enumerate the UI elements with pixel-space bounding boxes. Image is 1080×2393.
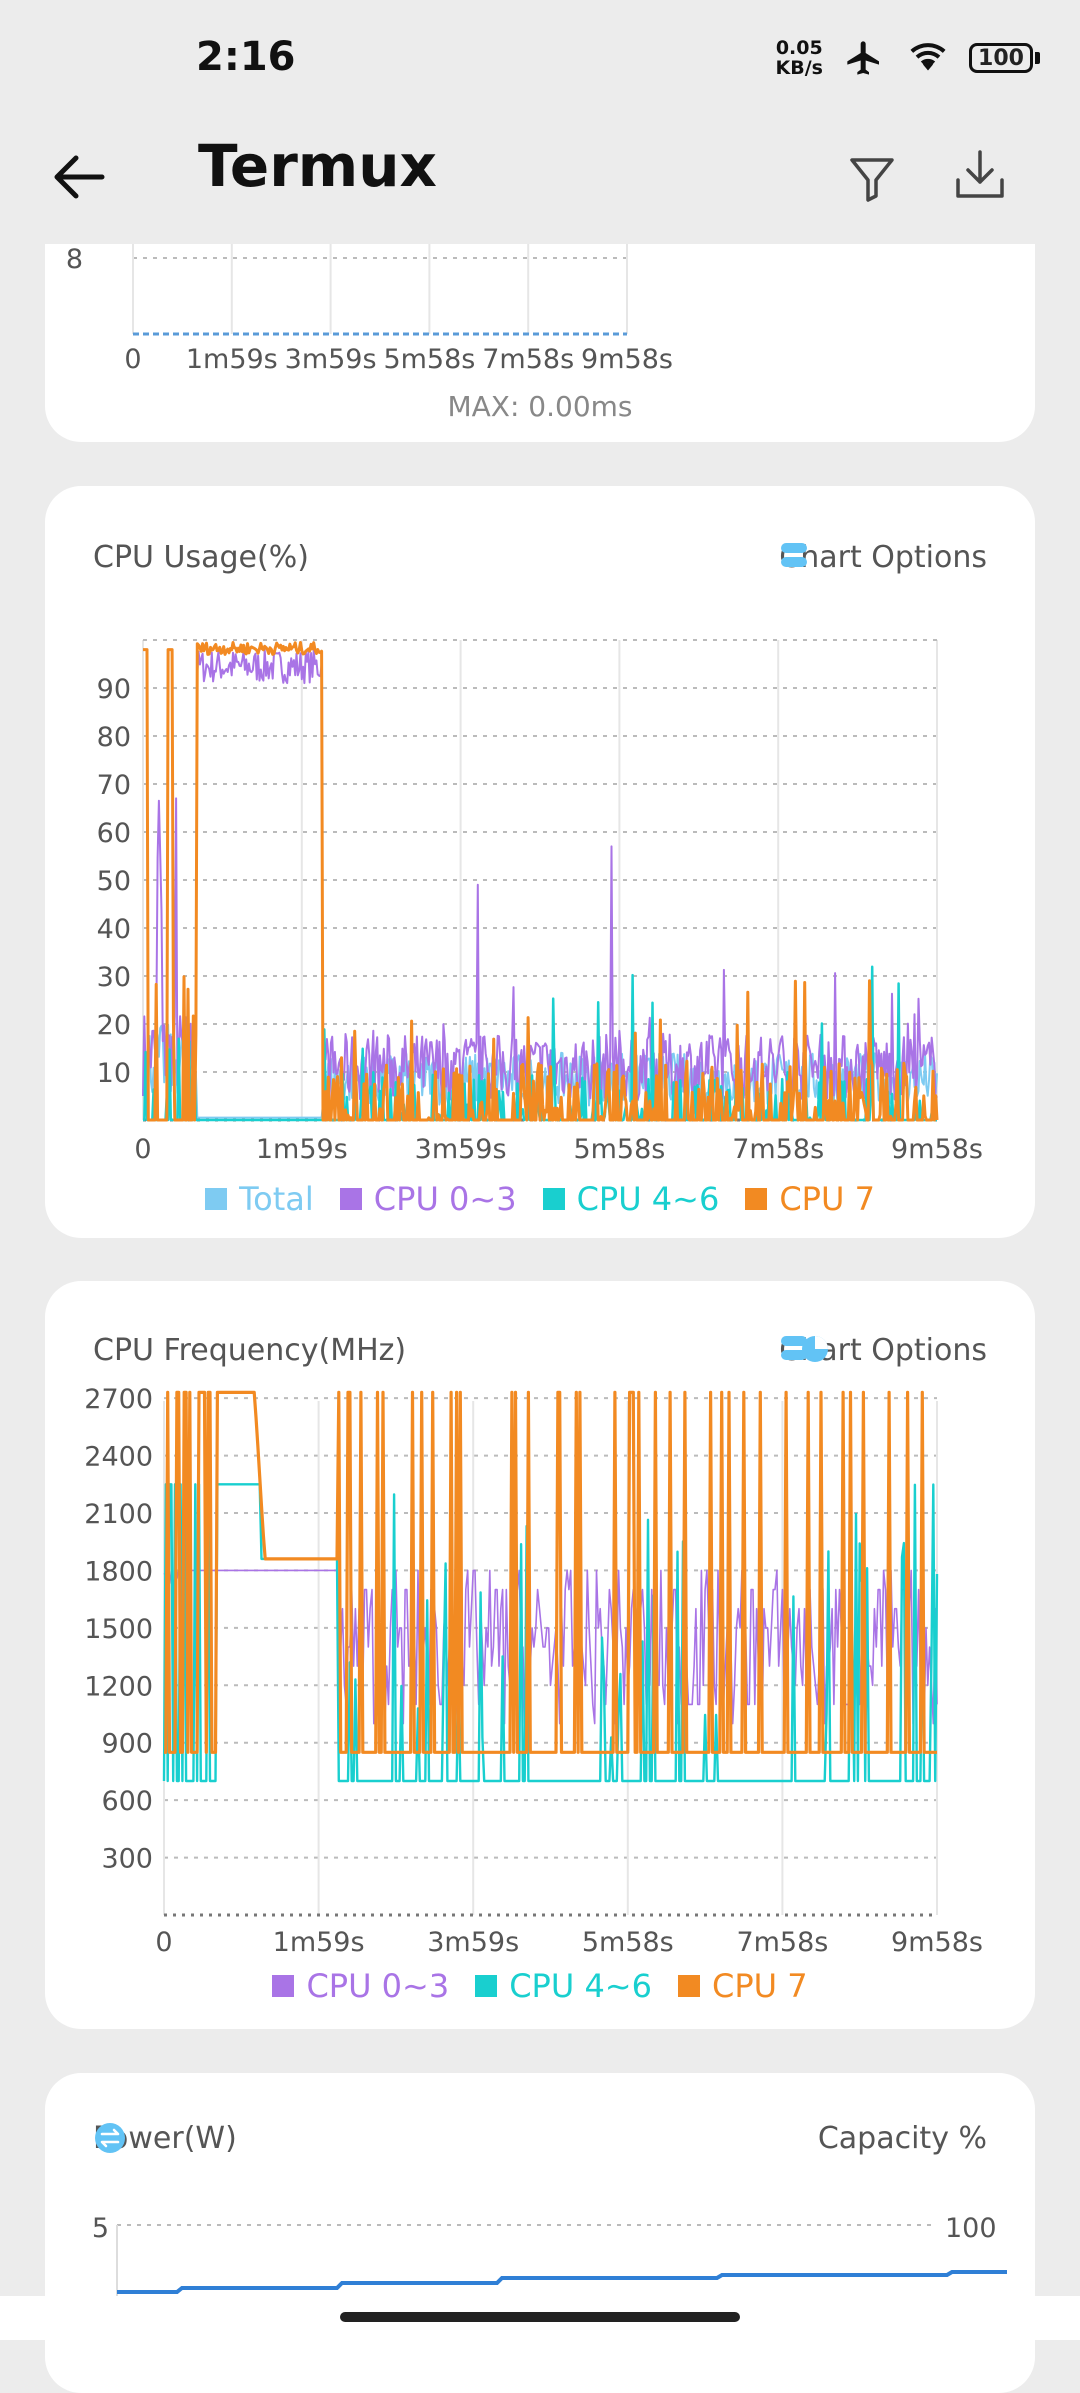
- cpu-frequency-title: CPU Frequency(MHz): [93, 1333, 407, 1368]
- cpu-frequency-chart-options[interactable]: Chart Options: [779, 1333, 987, 1368]
- status-icons: 0.05 KB/s 100: [776, 38, 1040, 78]
- y-tick-label: 300: [101, 1844, 153, 1875]
- x-tick-label: 3m59s: [427, 1927, 519, 1958]
- pie-chart-icon[interactable]: [799, 1333, 831, 1365]
- cpu-frequency-chart: 300 600 900 1200 1500 1800 2100 2400 2700 0 1m59s 3…: [84, 1384, 983, 1958]
- y-tick-label: 1800: [84, 1556, 153, 1587]
- capacity-label: Capacity %: [817, 2121, 987, 2156]
- y-tick-label: 90: [97, 674, 131, 705]
- y-tick-label: 20: [97, 1010, 131, 1041]
- power-card: Power(W) Capacity % 5 100: [45, 2073, 1035, 2393]
- cpu-frequency-card: CPU Frequency(MHz) Chart Options 300 600 9…: [45, 1281, 1035, 2029]
- y-tick-label: 80: [97, 722, 131, 753]
- capacity-series: [117, 2270, 1007, 2294]
- x-tick-label: 9m58s: [891, 1134, 983, 1165]
- layers-icon: [781, 1336, 808, 1360]
- cpu-usage-card: CPU Usage(%) Chart Options 10 20 30 40 50 60 7…: [45, 486, 1035, 1238]
- y-tick-label: 100: [945, 2213, 997, 2244]
- series-cpu-0-3: [142, 648, 938, 1102]
- y-tick-label: 2700: [84, 1384, 153, 1415]
- legend-cpu-7[interactable]: CPU 7: [745, 1180, 875, 1218]
- home-indicator[interactable]: [340, 2312, 740, 2322]
- y-tick-label: 40: [97, 914, 131, 945]
- y-tick-label: 50: [97, 866, 131, 897]
- cpu-frequency-legend: CPU 0~3 CPU 4~6 CPU 7: [45, 1967, 1035, 2005]
- power-chart: 5 100: [92, 2213, 1007, 2303]
- series-cpu-7: [164, 1390, 937, 1754]
- x-tick-label: 7m58s: [482, 344, 574, 375]
- x-tick-label: 5m58s: [582, 1927, 674, 1958]
- x-tick-label: 7m58s: [736, 1927, 828, 1958]
- legend-cpu-0-3[interactable]: CPU 0~3: [339, 1180, 517, 1218]
- battery-indicator: 100: [969, 43, 1040, 73]
- x-tick-label: 3m59s: [285, 344, 377, 375]
- download-icon[interactable]: [950, 140, 1010, 210]
- series-cpu-7: [142, 641, 939, 1122]
- x-tick-label: 5m58s: [573, 1134, 665, 1165]
- x-tick-label: 1m59s: [186, 344, 278, 375]
- back-arrow-icon[interactable]: [44, 142, 114, 212]
- legend-cpu-4-6[interactable]: CPU 4~6: [542, 1180, 719, 1218]
- power-title: Power(W): [93, 2121, 237, 2156]
- cpu-usage-legend: Total CPU 0~3 CPU 4~6 CPU 7: [45, 1180, 1035, 1218]
- x-tick-label: 9m58s: [581, 344, 673, 375]
- x-tick-label: 5m58s: [383, 344, 475, 375]
- y-tick-label: 8: [66, 244, 83, 275]
- y-tick-label: 2100: [84, 1499, 153, 1530]
- y-tick-label: 70: [97, 770, 131, 801]
- y-tick-label: 900: [101, 1729, 153, 1760]
- y-tick-label: 10: [97, 1058, 131, 1089]
- y-tick-label: 600: [101, 1786, 153, 1817]
- y-tick-label: 2400: [84, 1442, 153, 1473]
- frame-time-card: 8 0 1m59s 3m59s 5m58s 7m58s 9m58s MAX: 0.00ms: [45, 244, 1035, 442]
- network-speed-value: 0.05: [775, 37, 823, 59]
- cpu-usage-chart: 10 20 30 40 50 60 70 80 90 0 1m59s 3m59s 5m58s 7m58s 9…: [97, 639, 983, 1165]
- app-bar: Termux: [0, 120, 1080, 245]
- cpu-usage-chart-options[interactable]: Chart Options: [779, 540, 987, 575]
- y-tick-label: 5: [92, 2213, 109, 2244]
- network-speed: 0.05 KB/s: [776, 38, 823, 78]
- network-speed-unit: KB/s: [775, 57, 823, 79]
- chart-options-label: Chart Options: [779, 540, 987, 575]
- cpu-usage-title: CPU Usage(%): [93, 540, 309, 575]
- x-tick-label: 9m58s: [891, 1927, 983, 1958]
- airplane-mode-icon: [847, 41, 879, 75]
- x-tick-label: 0: [134, 1134, 151, 1165]
- battery-level: 100: [969, 43, 1033, 73]
- status-time: 2:16: [196, 34, 296, 80]
- y-tick-label: 30: [97, 962, 131, 993]
- battery-tip: [1035, 52, 1040, 64]
- x-tick-label: 3m59s: [415, 1134, 507, 1165]
- page-title: Termux: [198, 132, 437, 200]
- max-frame-label: MAX: 0.00ms: [447, 390, 633, 423]
- x-tick-label: 1m59s: [273, 1927, 365, 1958]
- swap-icon[interactable]: [93, 2121, 127, 2155]
- legend-total[interactable]: Total: [205, 1180, 314, 1218]
- y-tick-label: 1200: [84, 1671, 153, 1702]
- layers-icon: [781, 543, 808, 567]
- x-tick-label: 7m58s: [732, 1134, 824, 1165]
- wifi-icon: [910, 43, 946, 71]
- y-tick-label: 1500: [84, 1614, 153, 1645]
- y-tick-label: 60: [97, 818, 131, 849]
- filter-icon[interactable]: [842, 140, 902, 210]
- legend-cpu-0-3[interactable]: CPU 0~3: [272, 1967, 449, 2005]
- x-tick-label: 0: [124, 344, 141, 375]
- legend-cpu-4-6[interactable]: CPU 4~6: [475, 1967, 652, 2005]
- x-tick-label: 0: [155, 1927, 172, 1958]
- legend-cpu-7[interactable]: CPU 7: [677, 1967, 808, 2005]
- frame-time-chart: 8 0 1m59s 3m59s 5m58s 7m58s 9m58s: [66, 244, 673, 375]
- x-tick-label: 1m59s: [256, 1134, 348, 1165]
- status-bar: 2:16 0.05 KB/s 100: [0, 0, 1080, 120]
